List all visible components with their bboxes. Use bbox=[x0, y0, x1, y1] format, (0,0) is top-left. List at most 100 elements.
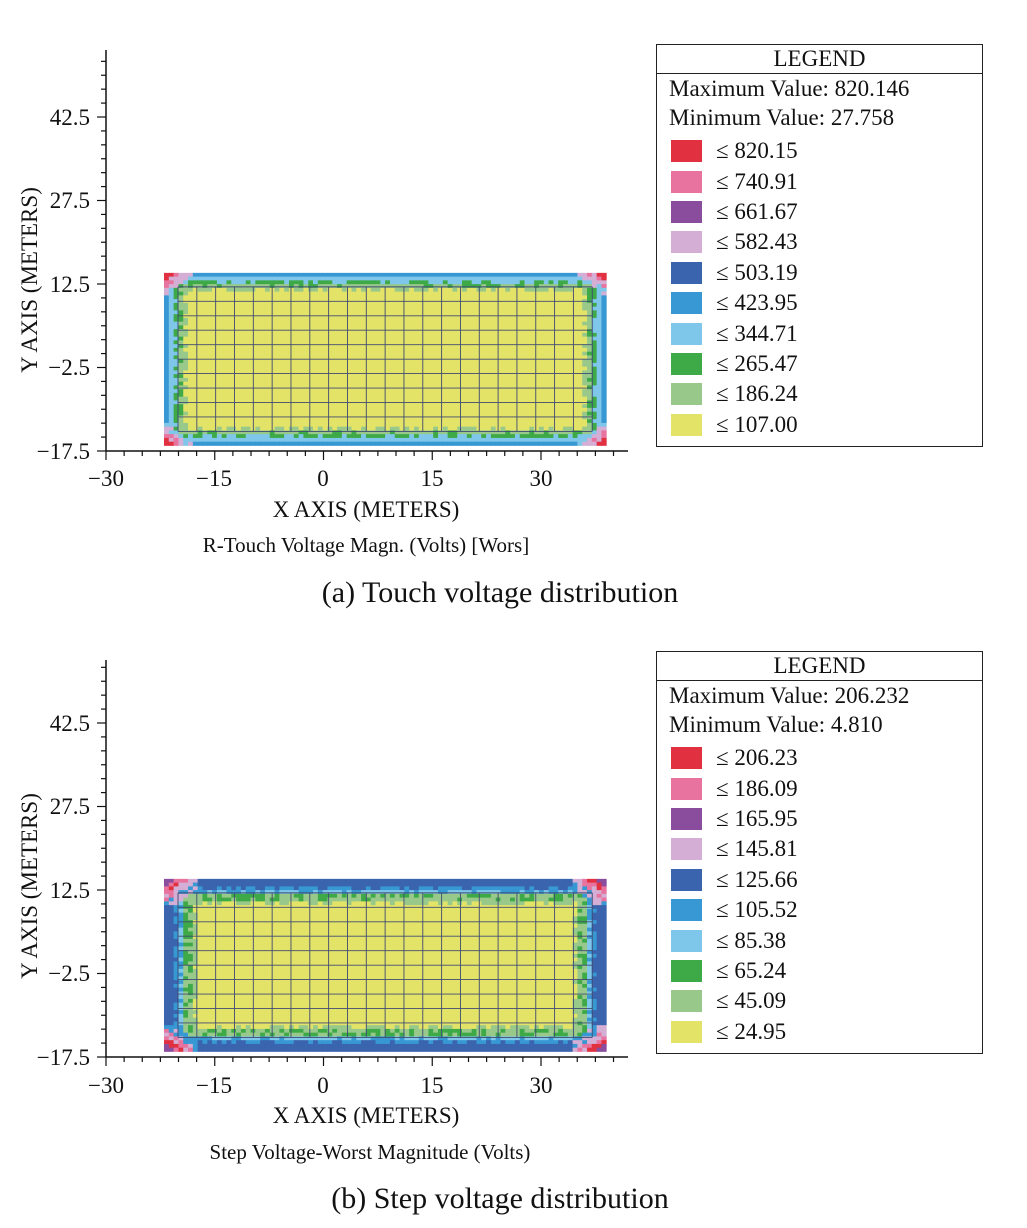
heatmap-cell bbox=[413, 302, 420, 308]
heatmap-cell bbox=[394, 381, 400, 386]
heatmap-cell bbox=[481, 344, 487, 349]
heatmap-cell bbox=[490, 893, 497, 899]
heatmap-cell bbox=[365, 882, 372, 887]
heatmap-cell bbox=[212, 336, 218, 341]
heatmap-cell bbox=[423, 325, 429, 330]
heatmap-cell bbox=[236, 351, 242, 356]
heatmap-cell bbox=[207, 370, 213, 375]
heatmap-cell bbox=[226, 366, 232, 371]
heatmap-cell bbox=[207, 306, 213, 311]
heatmap-cell bbox=[236, 430, 242, 435]
heatmap-cell bbox=[433, 392, 439, 398]
heatmap-cell bbox=[178, 407, 184, 413]
heatmap-cell bbox=[500, 329, 506, 334]
heatmap-cell bbox=[192, 359, 199, 364]
heatmap-cell bbox=[375, 407, 381, 413]
heatmap-cell bbox=[264, 276, 271, 281]
heatmap-cell bbox=[231, 284, 237, 289]
heatmap-cell bbox=[601, 291, 607, 296]
heatmap-cell bbox=[596, 396, 602, 401]
heatmap-cell bbox=[380, 430, 386, 435]
heatmap-cell bbox=[351, 422, 357, 428]
heatmap-cell bbox=[337, 901, 343, 906]
heatmap-cell bbox=[255, 336, 261, 341]
heatmap-cell bbox=[202, 370, 208, 375]
heatmap-cell bbox=[245, 332, 251, 338]
heatmap-cell bbox=[332, 347, 338, 353]
heatmap-cell bbox=[534, 284, 540, 289]
heatmap-cell bbox=[457, 336, 463, 341]
heatmap-cell bbox=[428, 284, 434, 289]
heatmap-cell bbox=[505, 351, 511, 356]
heatmap-cell bbox=[279, 306, 285, 311]
heatmap-cell bbox=[298, 366, 304, 371]
heatmap-cell bbox=[567, 374, 574, 379]
heatmap-cell bbox=[433, 302, 439, 308]
legend-swatch bbox=[671, 170, 702, 193]
heatmap-cell bbox=[548, 437, 554, 443]
heatmap-cell bbox=[457, 284, 463, 289]
heatmap-cell bbox=[236, 901, 242, 906]
heatmap-cell bbox=[423, 381, 429, 386]
heatmap-cell bbox=[212, 437, 218, 443]
heatmap-cell bbox=[221, 332, 227, 338]
heatmap-cell bbox=[389, 381, 396, 386]
heatmap-cell bbox=[394, 332, 400, 338]
heatmap-cell bbox=[490, 366, 497, 371]
heatmap-cell bbox=[240, 381, 247, 386]
heatmap-cell bbox=[553, 325, 559, 330]
heatmap-cell bbox=[423, 329, 429, 334]
heatmap-cell bbox=[313, 441, 319, 446]
heatmap-cell bbox=[346, 901, 352, 906]
heatmap-cell bbox=[428, 351, 434, 356]
heatmap-cell bbox=[288, 317, 295, 323]
heatmap-cell bbox=[399, 280, 405, 285]
heatmap-cell bbox=[413, 893, 420, 899]
heatmap-cell bbox=[231, 336, 237, 341]
heatmap-cell bbox=[192, 287, 199, 293]
heatmap-cell bbox=[216, 347, 223, 353]
heatmap-cell bbox=[490, 897, 497, 902]
heatmap-cell bbox=[442, 404, 449, 409]
heatmap-cell bbox=[524, 306, 530, 311]
heatmap-cell bbox=[591, 366, 598, 371]
heatmap-cell bbox=[442, 893, 449, 899]
heatmap-cell bbox=[409, 332, 415, 338]
heatmap-cell bbox=[303, 422, 309, 428]
heatmap-cell bbox=[202, 434, 208, 439]
heatmap-cell bbox=[231, 362, 237, 368]
heatmap-cell bbox=[356, 377, 362, 383]
heatmap-cell bbox=[500, 291, 506, 296]
heatmap-cell bbox=[404, 291, 410, 296]
heatmap-cell bbox=[442, 385, 449, 390]
heatmap-cell bbox=[481, 437, 487, 443]
heatmap-cell bbox=[548, 366, 554, 371]
heatmap-cell bbox=[274, 882, 280, 887]
heatmap-cell bbox=[375, 284, 381, 289]
heatmap-cell bbox=[519, 422, 525, 428]
heatmap-cell bbox=[438, 897, 444, 902]
heatmap-cell bbox=[356, 340, 362, 345]
heatmap-cell bbox=[447, 272, 453, 278]
heatmap-cell bbox=[337, 437, 343, 443]
heatmap-cell bbox=[471, 276, 477, 281]
heatmap-cell bbox=[216, 302, 223, 308]
heatmap-cell bbox=[471, 430, 477, 435]
heatmap-cell bbox=[308, 389, 314, 394]
heatmap-cell bbox=[538, 385, 545, 390]
heatmap-cell bbox=[500, 366, 506, 371]
heatmap-cell bbox=[322, 287, 328, 293]
heatmap-cell bbox=[601, 287, 607, 293]
heatmap-cell bbox=[447, 381, 453, 386]
heatmap-cell bbox=[188, 370, 194, 375]
heatmap-cell bbox=[216, 306, 223, 311]
heatmap-cell bbox=[428, 381, 434, 386]
heatmap-cell bbox=[202, 404, 208, 409]
heatmap-cell bbox=[438, 385, 444, 390]
heatmap-cell bbox=[529, 362, 535, 368]
heatmap-cell bbox=[207, 441, 213, 446]
heatmap-cell bbox=[418, 310, 424, 315]
heatmap-cell bbox=[178, 284, 184, 289]
heatmap-cell bbox=[587, 310, 593, 315]
heatmap-cell bbox=[188, 321, 194, 326]
